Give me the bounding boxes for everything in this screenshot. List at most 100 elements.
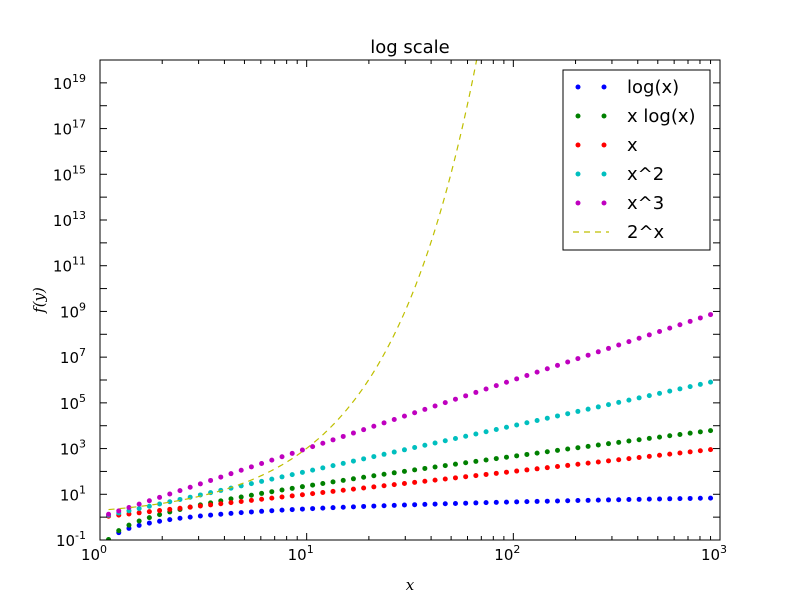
series-1-point — [585, 443, 591, 449]
series-4-point — [493, 383, 499, 389]
series-3-point — [361, 456, 367, 462]
series-0-point — [636, 496, 642, 502]
series-3-point — [371, 454, 377, 460]
series-1-point — [432, 464, 438, 470]
series-1-point — [238, 494, 244, 500]
series-0-point — [320, 505, 326, 511]
series-0-point — [677, 496, 683, 502]
series-3-point — [157, 501, 163, 507]
series-1-point — [126, 522, 132, 528]
series-2-point — [657, 452, 663, 458]
series-0-point — [544, 498, 550, 504]
series-4-point — [167, 491, 173, 497]
series-3-point — [616, 399, 622, 405]
series-3-point — [350, 458, 356, 464]
legend-label: x log(x) — [627, 106, 696, 127]
x-tick-label: 101 — [288, 543, 314, 564]
series-3-point — [259, 478, 265, 484]
y-tick-label: 109 — [60, 300, 86, 321]
series-1-point — [667, 433, 673, 439]
series-1-point — [575, 445, 581, 451]
series-4 — [106, 312, 714, 517]
series-2-point — [524, 467, 530, 473]
series-4-point — [157, 494, 163, 500]
series-2-point — [646, 453, 652, 459]
series-3-point — [412, 445, 418, 451]
series-2-point — [361, 485, 367, 491]
series-4-point — [126, 505, 132, 511]
series-0-point — [524, 499, 530, 505]
series-2-point — [585, 460, 591, 466]
series-4-point — [442, 400, 448, 406]
series-0-point — [208, 512, 214, 518]
y-tick-label: 103 — [60, 438, 86, 459]
series-1-point — [697, 429, 703, 435]
series-4-point — [401, 413, 407, 419]
x-tick-label: 103 — [701, 543, 727, 564]
series-1-point — [514, 453, 520, 459]
series-1-point — [401, 468, 407, 474]
series-2-point — [534, 466, 540, 472]
series-4-point — [565, 359, 571, 365]
series-4-point — [616, 342, 622, 348]
series-1-point — [636, 437, 642, 443]
series-2-point — [626, 456, 632, 462]
y-tick-label: 105 — [60, 392, 86, 413]
series-4-point — [340, 433, 346, 439]
series-3-point — [606, 402, 612, 408]
series-1-point — [106, 537, 112, 540]
series-4-point — [575, 356, 581, 362]
series-3-point — [565, 411, 571, 417]
series-0-point — [514, 499, 520, 505]
series-4-point — [299, 447, 305, 453]
series-3-point — [555, 413, 560, 419]
series-2-point — [514, 468, 520, 474]
y-tick-label: 101 — [60, 483, 86, 504]
series-4-point — [350, 430, 356, 436]
series-2-point — [269, 495, 275, 501]
series-2-point — [330, 488, 336, 494]
series-0-point — [646, 496, 652, 502]
series-1-point — [483, 457, 489, 463]
series-0-point — [463, 500, 469, 506]
series-2-point — [340, 487, 346, 493]
series-2-point — [299, 492, 305, 498]
series-0-point — [269, 508, 275, 514]
series-4-point — [136, 501, 142, 507]
series-4-point — [636, 335, 642, 341]
series-2-point — [350, 486, 356, 492]
series-3-point — [646, 393, 652, 399]
series-1-point — [534, 450, 540, 456]
series-4-point — [330, 437, 336, 443]
series-1-point — [606, 441, 612, 447]
series-2-point — [177, 505, 183, 511]
series-2-point — [677, 450, 683, 456]
series-2-point — [320, 490, 326, 495]
series-1-point — [320, 480, 326, 486]
series-2-point — [157, 508, 163, 514]
series-2-point — [452, 475, 458, 481]
series-4-point — [452, 396, 458, 402]
y-tick-label: 107 — [60, 346, 86, 367]
series-4-point — [228, 471, 234, 477]
series-1-point — [657, 434, 663, 440]
series-4-point — [197, 481, 203, 487]
series-4-point — [657, 328, 663, 334]
series-2-point — [555, 464, 560, 470]
series-4-point — [667, 325, 673, 331]
series-0-point — [197, 513, 203, 519]
series-1-point — [708, 428, 714, 434]
series-2-point — [473, 473, 479, 479]
series-0-point — [432, 501, 438, 507]
series-3-point — [677, 386, 683, 392]
series-1-point — [228, 496, 234, 502]
series-4-point — [585, 352, 591, 358]
series-0-point — [238, 510, 244, 516]
legend-label: x^2 — [627, 164, 664, 185]
series-2-point — [636, 455, 642, 461]
y-tick-label: 10-1 — [56, 529, 86, 550]
series-4-point — [473, 389, 479, 395]
series-0-point — [259, 508, 265, 514]
series-3-point — [452, 436, 458, 442]
